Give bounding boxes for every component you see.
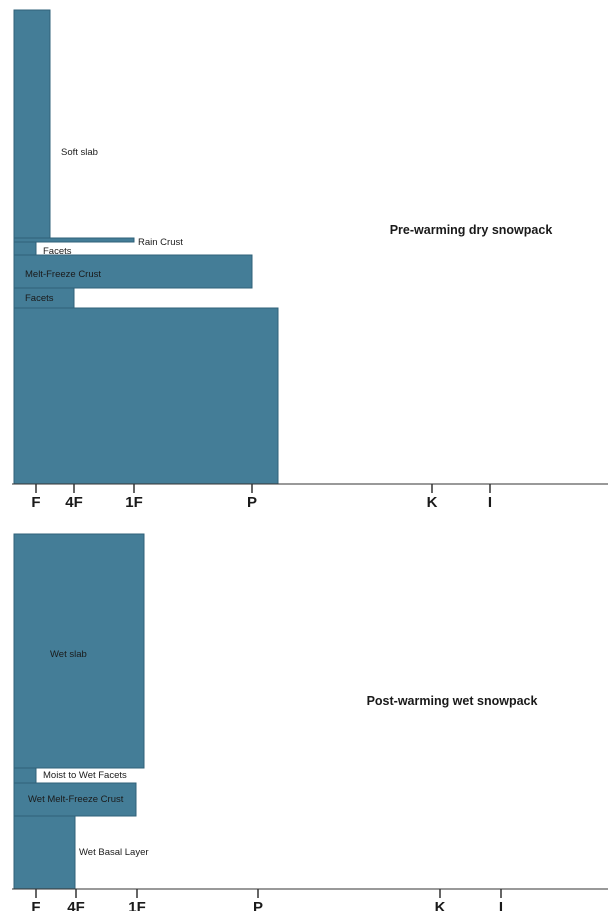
layer-soft-slab — [13, 9, 51, 239]
label-moist-wet-facets: Moist to Wet Facets — [43, 770, 127, 781]
tick-label-P-2: P — [253, 899, 263, 911]
tick-label-K-1: K — [427, 494, 438, 511]
layer-basal — [13, 307, 279, 485]
layer-wet-slab — [13, 533, 145, 769]
tick-label-4F-1: 4F — [65, 494, 83, 511]
tick-label-F-1: F — [31, 494, 40, 511]
x-axis-1: F 4F 1F P K I — [12, 483, 608, 511]
tick-label-P-1: P — [247, 494, 257, 511]
layer-rects — [13, 533, 145, 890]
layer-rects — [13, 9, 279, 485]
tick-label-F-2: F — [31, 899, 40, 911]
pre-warming-panel: Soft slab Rain Crust Facets Melt-Freeze … — [12, 9, 608, 511]
label-melt-freeze-crust: Melt-Freeze Crust — [25, 269, 101, 280]
layer-facets-upper — [13, 241, 37, 256]
label-soft-slab: Soft slab — [61, 147, 98, 158]
label-wet-basal: Wet Basal Layer — [79, 847, 149, 858]
layer-rain-crust — [13, 237, 135, 243]
layer-melt-freeze-crust — [13, 254, 253, 289]
panel-1-title: Pre-warming dry snowpack — [390, 223, 553, 237]
label-facets-lower: Facets — [25, 293, 54, 304]
panel-2-title: Post-warming wet snowpack — [367, 694, 538, 708]
layer-wet-basal — [13, 815, 76, 890]
tick-label-I-2: I — [499, 899, 503, 911]
tick-label-1F-2: 1F — [128, 899, 146, 911]
label-rain-crust: Rain Crust — [138, 237, 183, 248]
tick-label-4F-2: 4F — [67, 899, 85, 911]
post-warming-panel: Wet slab Moist to Wet Facets Wet Melt-Fr… — [12, 533, 608, 911]
tick-label-I-1: I — [488, 494, 492, 511]
label-wet-melt-freeze-crust: Wet Melt-Freeze Crust — [28, 794, 124, 805]
tick-label-K-2: K — [435, 899, 446, 911]
label-wet-slab: Wet slab — [50, 649, 87, 660]
tick-label-1F-1: 1F — [125, 494, 143, 511]
layer-moist-wet-facets — [13, 767, 37, 784]
label-facets-upper: Facets — [43, 246, 72, 257]
x-axis-2: F 4F 1F P K I — [12, 888, 608, 911]
